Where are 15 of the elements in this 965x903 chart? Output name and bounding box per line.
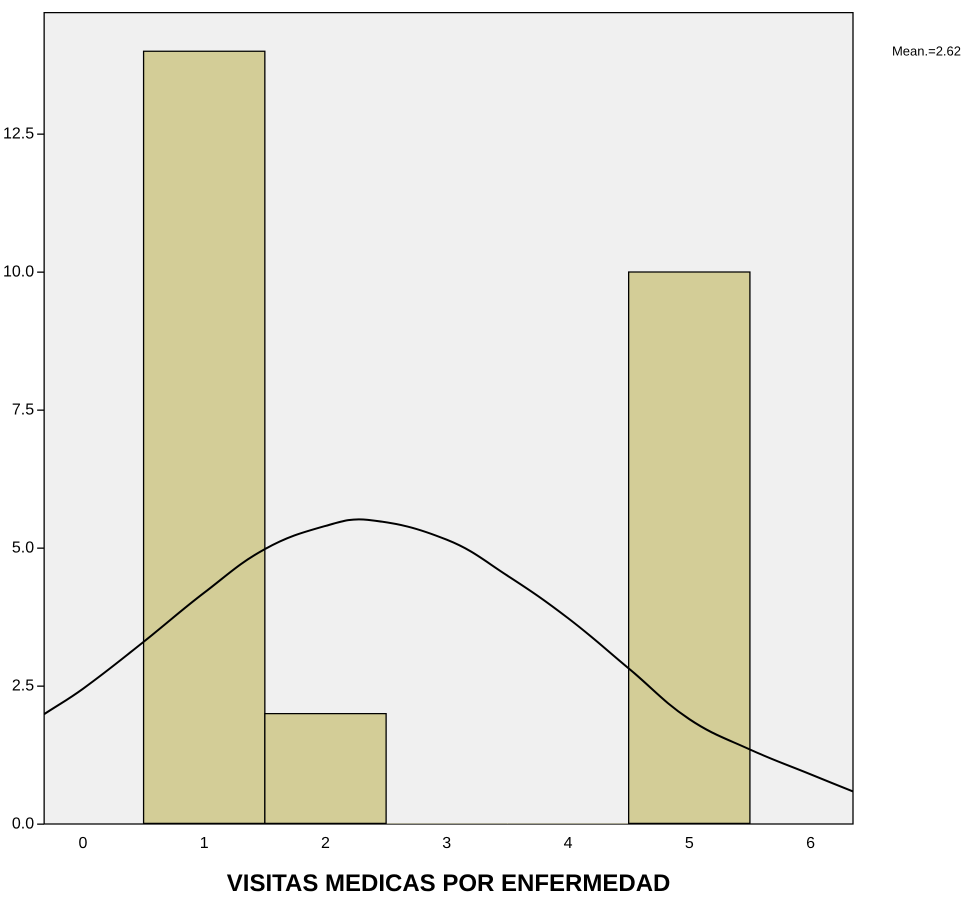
- text: Mean.=2.62: [892, 44, 961, 59]
- y-tick-label: 5.0: [12, 539, 34, 556]
- x-tick-label: 3: [442, 835, 452, 852]
- x-tick-label: 5: [684, 835, 694, 852]
- y-tick-label: 10.0: [3, 263, 34, 280]
- x-tick-label: 4: [564, 835, 573, 852]
- x-tick-label: 0: [78, 835, 88, 852]
- y-tick-label: 12.5: [3, 125, 34, 142]
- y-tick-label: 7.5: [12, 401, 34, 418]
- y-tick-label: 2.5: [12, 677, 34, 694]
- x-tick-label: 1: [200, 835, 209, 852]
- y-tick-label: 0.0: [12, 815, 34, 832]
- x-tick-label: 2: [321, 835, 330, 852]
- x-axis-title: VISITAS MEDICAS POR ENFERMEDAD: [226, 870, 670, 898]
- x-tick-label: 6: [806, 835, 816, 852]
